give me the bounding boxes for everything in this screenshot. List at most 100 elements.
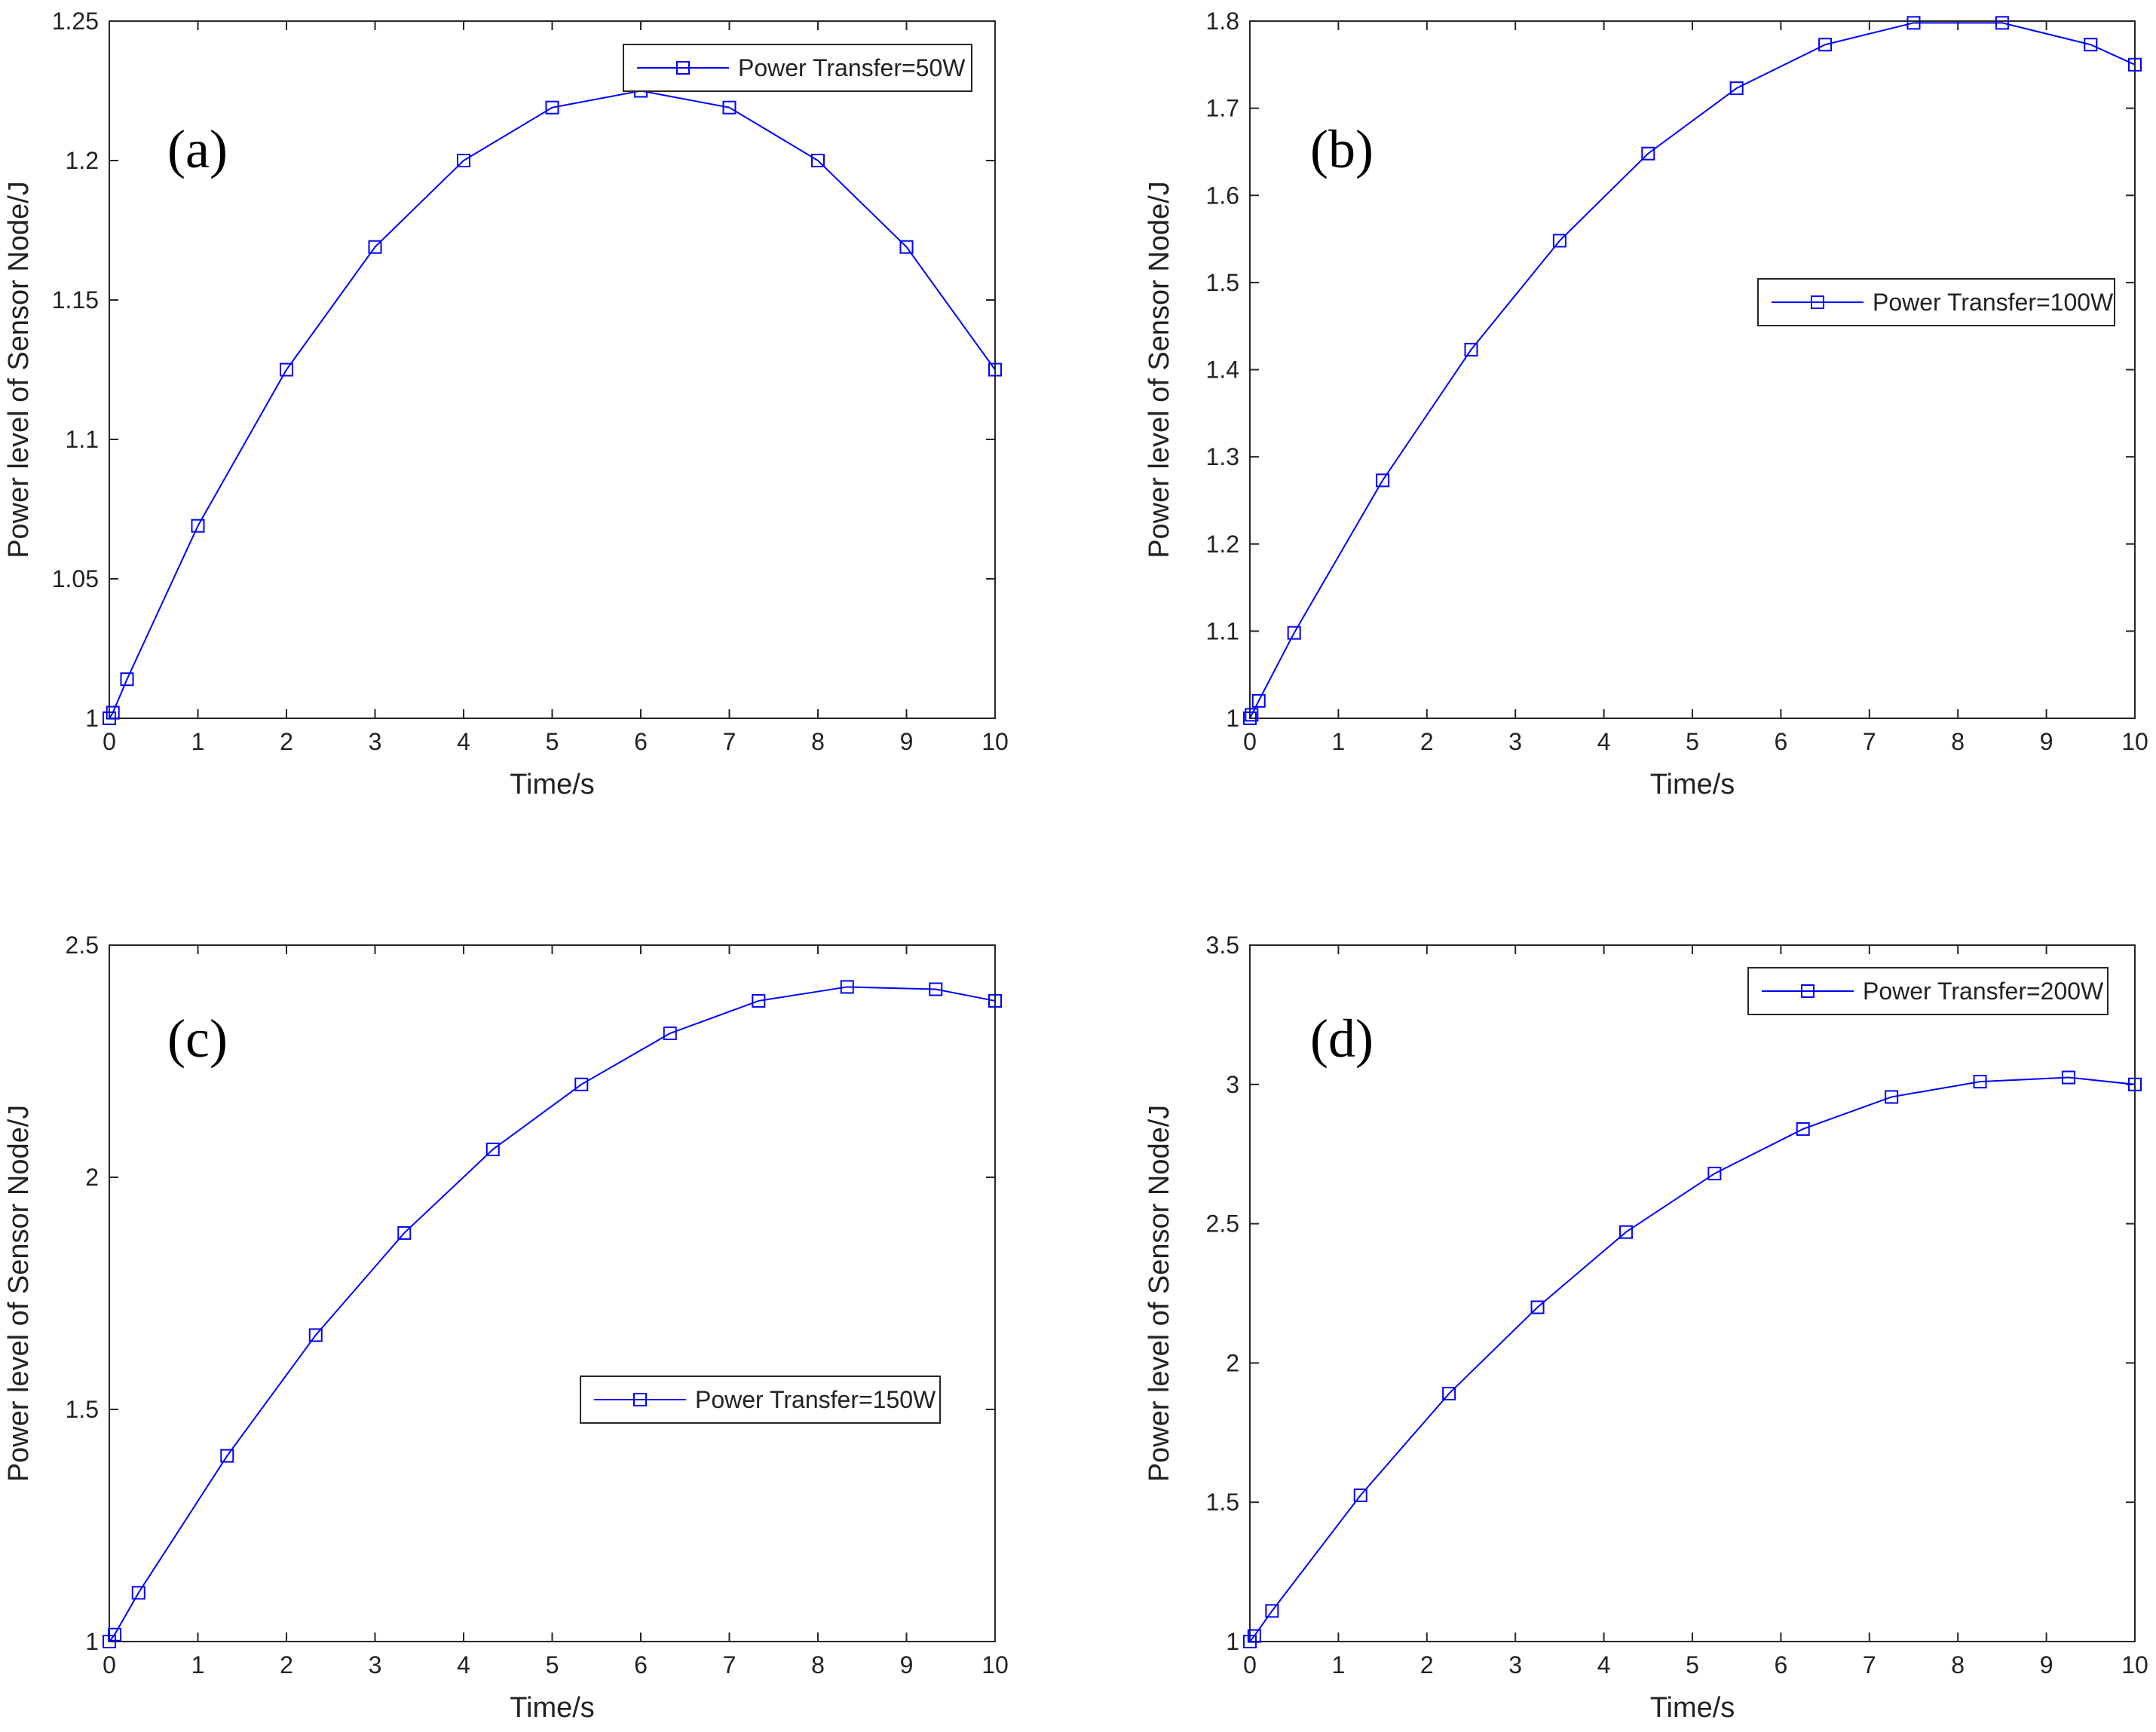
- y-tick-label: 1.15: [52, 286, 99, 314]
- x-tick-label: 6: [1775, 728, 1788, 755]
- y-tick-label: 1: [85, 705, 99, 732]
- x-axis-title: Time/s: [510, 769, 595, 800]
- data-point: [1552, 234, 1566, 248]
- data-point: [485, 1143, 500, 1157]
- x-tick-label: 6: [634, 1651, 648, 1678]
- data-point: [368, 240, 382, 254]
- x-axis-title: Time/s: [510, 1692, 595, 1724]
- x-tick-label: 10: [2121, 1651, 2148, 1678]
- data-point: [1973, 1075, 1987, 1089]
- x-tick-label: 9: [900, 1651, 914, 1678]
- data-point: [811, 154, 825, 167]
- legend-label: Power Transfer=150W: [695, 1386, 936, 1413]
- x-tick-label: 5: [546, 728, 559, 755]
- x-tick-label: 5: [1686, 728, 1699, 755]
- x-tick-label: 1: [191, 1651, 205, 1678]
- data-point: [308, 1328, 323, 1342]
- y-tick-label: 2.5: [66, 932, 99, 959]
- x-tick-label: 3: [1508, 728, 1522, 755]
- panel-label: (a): [167, 119, 228, 179]
- data-point: [574, 1077, 589, 1091]
- x-tick-label: 2: [1420, 728, 1434, 755]
- panel-label: (d): [1310, 1008, 1374, 1069]
- data-point: [1641, 146, 1655, 161]
- x-tick-label: 7: [723, 728, 737, 755]
- x-tick-label: 3: [1508, 1651, 1522, 1678]
- x-tick-label: 8: [1951, 728, 1965, 755]
- data-point: [752, 993, 766, 1008]
- x-tick-label: 9: [2040, 728, 2053, 755]
- legend-label: Power Transfer=100W: [1873, 289, 2114, 316]
- data-point: [1885, 1090, 1899, 1104]
- x-tick-label: 9: [900, 728, 914, 755]
- x-tick-label: 1: [1332, 728, 1346, 755]
- data-point: [120, 672, 134, 687]
- x-tick-label: 10: [982, 728, 1009, 755]
- panel-label: (b): [1310, 119, 1374, 179]
- panel-label: (c): [167, 1008, 228, 1069]
- y-tick-label: 1.8: [1206, 8, 1239, 35]
- y-axis-title: Power level of Sensor Node/J: [3, 181, 35, 558]
- x-tick-label: 0: [1243, 1651, 1257, 1678]
- x-tick-label: 0: [1243, 728, 1257, 755]
- data-point: [1796, 1122, 1810, 1136]
- x-tick-label: 7: [1863, 728, 1876, 755]
- data-point: [2084, 38, 2098, 52]
- data-point: [1353, 1488, 1367, 1502]
- y-tick-label: 2: [1226, 1349, 1239, 1376]
- x-axis-title: Time/s: [1650, 769, 1735, 800]
- series-line: [109, 90, 996, 719]
- data-point: [1707, 1167, 1722, 1181]
- y-tick-label: 1.1: [1206, 617, 1239, 644]
- y-axis-title: Power level of Sensor Node/J: [3, 1105, 35, 1483]
- data-point: [1442, 1387, 1456, 1401]
- y-tick-label: 1.2: [1206, 531, 1239, 558]
- data-point: [106, 705, 120, 720]
- x-axis-title: Time/s: [1650, 1692, 1735, 1724]
- x-tick-label: 0: [103, 728, 116, 755]
- data-point: [1818, 38, 1833, 52]
- y-tick-label: 1.6: [1206, 182, 1239, 209]
- data-point: [2128, 1077, 2142, 1091]
- plot-area: [1249, 944, 2136, 1642]
- data-point: [108, 1627, 122, 1642]
- legend-marker: [1801, 984, 1815, 998]
- chart-panel-a: 0 1 2 3 4 5 6 7 8 9 1011.051.11.151.21.25Time/sPow…: [3, 8, 1009, 800]
- x-tick-label: 10: [982, 1651, 1009, 1678]
- data-point: [2128, 57, 2142, 72]
- y-tick-label: 1.2: [66, 147, 99, 174]
- x-tick-label: 3: [369, 1651, 382, 1678]
- data-point: [1376, 473, 1390, 488]
- data-point: [1906, 16, 1921, 30]
- y-tick-label: 1.5: [1206, 1489, 1239, 1516]
- data-point: [840, 980, 854, 994]
- y-axis-title: Power level of Sensor Node/J: [1144, 181, 1175, 558]
- x-tick-label: 4: [457, 1651, 470, 1678]
- y-tick-label: 1.5: [66, 1396, 99, 1423]
- data-point: [1245, 708, 1259, 722]
- y-tick-label: 2: [85, 1164, 99, 1191]
- legend-label: Power Transfer=50W: [738, 54, 966, 81]
- y-tick-label: 1: [1226, 705, 1239, 732]
- plot-area: [1249, 20, 2136, 719]
- data-point: [1247, 1629, 1261, 1643]
- x-tick-label: 5: [1686, 1651, 1699, 1678]
- data-point: [988, 363, 1002, 377]
- legend-marker: [676, 61, 690, 75]
- x-tick-label: 8: [811, 1651, 825, 1678]
- x-tick-label: 4: [1597, 1651, 1611, 1678]
- data-point: [929, 982, 943, 996]
- legend-marker: [1811, 295, 1824, 309]
- x-tick-label: 2: [280, 728, 293, 755]
- y-tick-label: 1.3: [1206, 443, 1239, 470]
- x-tick-label: 7: [723, 1651, 737, 1678]
- data-point: [2061, 1070, 2075, 1085]
- plot-area: [109, 944, 996, 1642]
- y-tick-label: 1.1: [66, 426, 99, 453]
- y-tick-label: 1: [1226, 1628, 1239, 1655]
- x-tick-label: 6: [634, 728, 648, 755]
- data-point: [1995, 16, 2009, 30]
- data-point: [1243, 711, 1257, 725]
